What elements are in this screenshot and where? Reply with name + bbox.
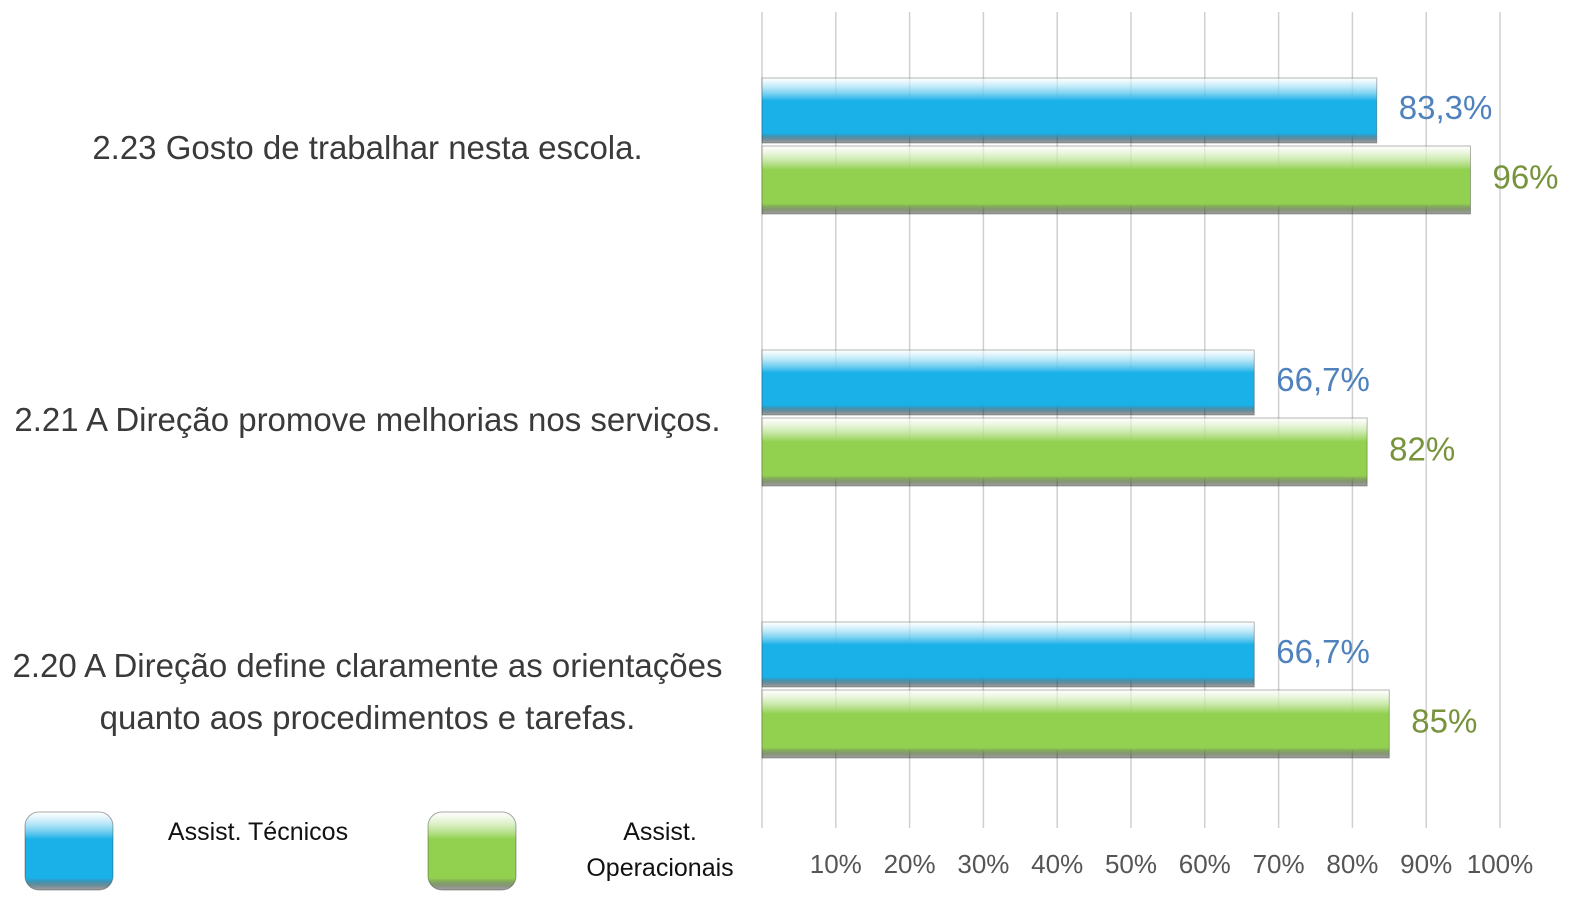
value-label: 66,7%: [1276, 361, 1370, 398]
x-tick-label: 100%: [1467, 849, 1534, 879]
x-tick-label: 80%: [1326, 849, 1378, 879]
legend-label: Assist. Operacionais: [560, 814, 760, 886]
value-label: 83,3%: [1399, 89, 1493, 126]
category-label: 2.23 Gosto de trabalhar nesta escola.: [0, 12, 735, 284]
x-tick-label: 70%: [1253, 849, 1305, 879]
value-label: 85%: [1411, 703, 1477, 740]
bar: [761, 145, 1471, 215]
bar: [761, 77, 1378, 144]
bar: [761, 417, 1368, 487]
legend-label-text: Assist. Técnicos: [167, 818, 349, 846]
x-tick-label: 10%: [810, 849, 862, 879]
value-label: 96%: [1492, 159, 1558, 196]
x-tick-label: 40%: [1031, 849, 1083, 879]
legend-label-text: Assist. Operacionais: [586, 818, 734, 882]
bar: [761, 621, 1255, 688]
legend-swatch: [24, 811, 114, 891]
category-label: 2.21 A Direção promove melhorias nos ser…: [0, 284, 735, 556]
x-tick-label: 60%: [1179, 849, 1231, 879]
value-label: 66,7%: [1276, 633, 1370, 670]
bar: [761, 349, 1255, 416]
x-tick-label: 30%: [957, 849, 1009, 879]
value-label: 82%: [1389, 431, 1455, 468]
x-tick-label: 50%: [1105, 849, 1157, 879]
legend-swatch: [427, 811, 517, 891]
bar: [761, 689, 1390, 759]
category-label-text: 2.20 A Direção define claramente as orie…: [12, 647, 723, 736]
x-tick-label: 20%: [884, 849, 936, 879]
category-label-text: 2.21 A Direção promove melhorias nos ser…: [14, 401, 721, 438]
legend-label: Assist. Técnicos: [158, 814, 358, 850]
category-label: 2.20 A Direção define claramente as orie…: [0, 556, 735, 828]
x-tick-label: 90%: [1400, 849, 1452, 879]
category-label-text: 2.23 Gosto de trabalhar nesta escola.: [92, 129, 643, 166]
